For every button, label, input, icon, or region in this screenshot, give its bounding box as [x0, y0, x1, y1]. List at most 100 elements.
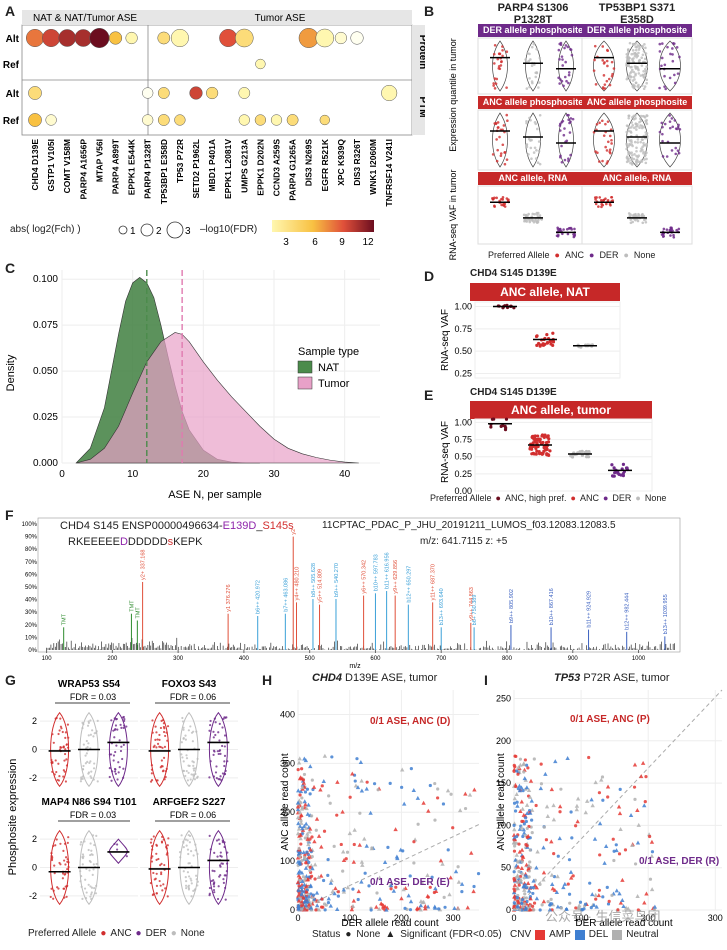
b-point: [636, 219, 640, 223]
g-point: [110, 753, 113, 756]
g-point: [90, 770, 93, 773]
scatter-triangle: [617, 811, 623, 816]
c-legend-title: Sample type: [298, 346, 359, 358]
g-point: [196, 757, 199, 761]
b-point: [671, 59, 675, 63]
g-point: [218, 722, 221, 725]
f-xtick: 500: [305, 656, 316, 662]
scatter-triangle: [401, 887, 406, 892]
b-point: [645, 81, 648, 85]
b-legend-none-dot: ●: [623, 250, 629, 260]
scatter-ytick: 0: [290, 905, 295, 915]
scatter-triangle: [521, 761, 527, 766]
b-point: [634, 81, 638, 85]
b-point: [625, 130, 629, 134]
scatter-point: [430, 875, 434, 879]
b-point: [501, 54, 504, 58]
b-point: [676, 149, 680, 152]
scatter-point: [518, 874, 523, 879]
g-point: [225, 862, 229, 865]
scatter-triangle: [300, 784, 305, 789]
e-point: [610, 463, 614, 467]
g-point: [209, 719, 212, 723]
b-point: [632, 57, 635, 60]
g-point: [155, 858, 158, 861]
b-point: [593, 44, 597, 48]
scatter-triangle: [472, 787, 477, 792]
scatter-point: [301, 778, 306, 782]
g-violin: [50, 829, 70, 906]
a-col-label: WNK1 I2060M: [368, 139, 378, 195]
g-point: [184, 774, 187, 778]
e-point: [532, 437, 536, 441]
scatter-point: [297, 878, 302, 882]
panel-d: CHD4 S145 D139E ANC allele, NAT RNA-seq …: [430, 268, 727, 383]
e-ytick: 1.00: [454, 417, 472, 427]
scatter-triangle: [649, 853, 655, 858]
b-point: [626, 53, 629, 57]
g-point: [185, 880, 188, 883]
g-point: [84, 762, 87, 765]
g-ytick: -2: [29, 891, 37, 901]
b-point: [668, 228, 672, 232]
h-ylabel: ANC allele read count: [280, 753, 291, 850]
b-point: [671, 53, 674, 56]
g-point: [92, 868, 95, 871]
e-legend-title: Preferred Allele: [430, 493, 492, 503]
b-point: [625, 160, 629, 164]
b-title-parp4: PARP4 S1306 P1328T: [497, 2, 569, 26]
scatter-point: [612, 858, 616, 863]
b-point: [568, 131, 572, 134]
g-point: [60, 727, 63, 730]
scatter-triangle: [642, 900, 647, 905]
scatter-point: [300, 907, 304, 911]
b-point: [645, 142, 648, 146]
scatter-point: [539, 762, 543, 766]
g-point: [113, 770, 117, 773]
e-plot-bg: [474, 418, 653, 492]
g-point: [96, 719, 99, 722]
b-strip-rna-2: ANC allele, RNA: [582, 172, 692, 185]
scatter-triangle: [616, 804, 622, 809]
scatter-point: [303, 790, 308, 794]
scatter-point: [523, 892, 527, 896]
g-point: [211, 869, 214, 872]
scatter-point: [389, 887, 393, 891]
scatter-point: [320, 897, 324, 901]
f-peptide-mut1: E139D: [222, 520, 257, 532]
c-xtick: 0: [59, 469, 65, 480]
g-point: [186, 839, 189, 842]
b-point: [493, 87, 497, 90]
f-xtick: 200: [107, 656, 118, 662]
scatter-triangle: [618, 827, 623, 832]
b-point: [628, 126, 631, 130]
scatter-triangle: [525, 880, 531, 885]
scatter-point: [514, 784, 518, 789]
status-legend: Status ● None ▲ Significant (FDR<0.05): [312, 929, 502, 940]
scatter-point: [321, 905, 325, 909]
b-point: [644, 52, 648, 55]
b-point: [639, 119, 643, 123]
g-point: [151, 893, 154, 897]
scatter-triangle: [357, 842, 362, 847]
g-point: [90, 893, 93, 896]
scatter-point: [513, 765, 517, 769]
g-point: [66, 723, 70, 726]
scatter-triangle: [552, 887, 557, 892]
g-point: [89, 842, 92, 845]
g-point: [93, 843, 96, 847]
b-point: [560, 160, 564, 164]
scatter-triangle: [649, 887, 655, 892]
g-point: [158, 745, 161, 748]
a-bubble: [189, 86, 203, 100]
g-point: [220, 779, 223, 782]
b-point: [634, 48, 638, 52]
b-point: [500, 203, 503, 207]
g-point: [166, 725, 170, 728]
g-point: [87, 742, 90, 745]
scatter-point: [394, 885, 398, 889]
g-point: [185, 769, 188, 773]
scatter-point: [610, 893, 614, 897]
b-point: [534, 75, 538, 79]
